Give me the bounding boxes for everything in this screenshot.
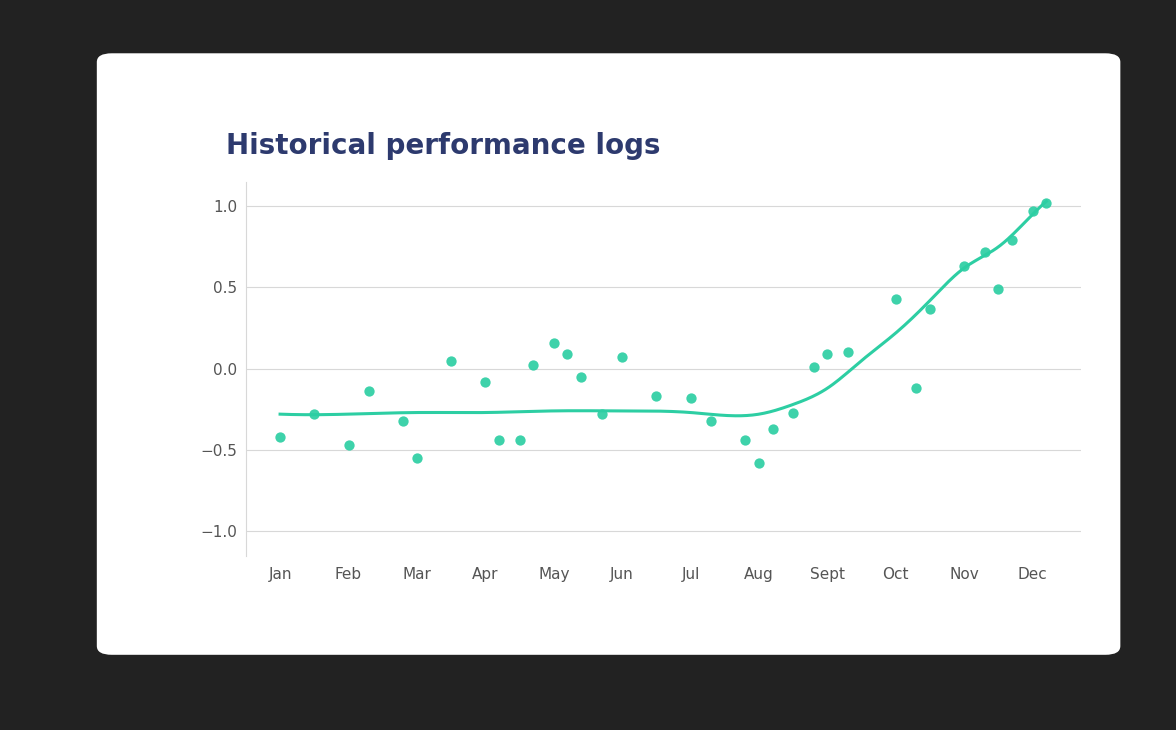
Text: Historical performance logs: Historical performance logs — [226, 132, 661, 160]
Point — [559, 348, 577, 360]
Point — [647, 391, 666, 402]
Point — [921, 303, 940, 315]
Point — [394, 415, 413, 426]
Point — [489, 434, 508, 446]
Point — [510, 434, 529, 446]
Point — [613, 351, 632, 363]
Point — [763, 423, 782, 434]
Point — [749, 457, 768, 469]
Point — [702, 415, 721, 426]
Point — [544, 337, 563, 348]
Point — [1037, 197, 1056, 209]
Point — [476, 376, 495, 388]
Point — [784, 407, 803, 418]
Point — [989, 283, 1008, 295]
Point — [887, 293, 906, 304]
Point — [360, 385, 379, 397]
Point — [804, 361, 823, 373]
Point — [955, 261, 974, 272]
Point — [1023, 205, 1042, 217]
Point — [907, 383, 926, 394]
Point — [305, 408, 323, 420]
Point — [523, 360, 542, 372]
Point — [681, 392, 700, 404]
Point — [270, 431, 289, 442]
Point — [975, 246, 994, 258]
Point — [572, 371, 590, 383]
Point — [442, 355, 461, 366]
Point — [408, 452, 427, 464]
Point — [593, 408, 612, 420]
Point — [838, 347, 857, 358]
Point — [1003, 234, 1022, 246]
Point — [339, 439, 358, 451]
FancyBboxPatch shape — [96, 53, 1121, 655]
Point — [818, 348, 837, 360]
Point — [736, 434, 755, 446]
